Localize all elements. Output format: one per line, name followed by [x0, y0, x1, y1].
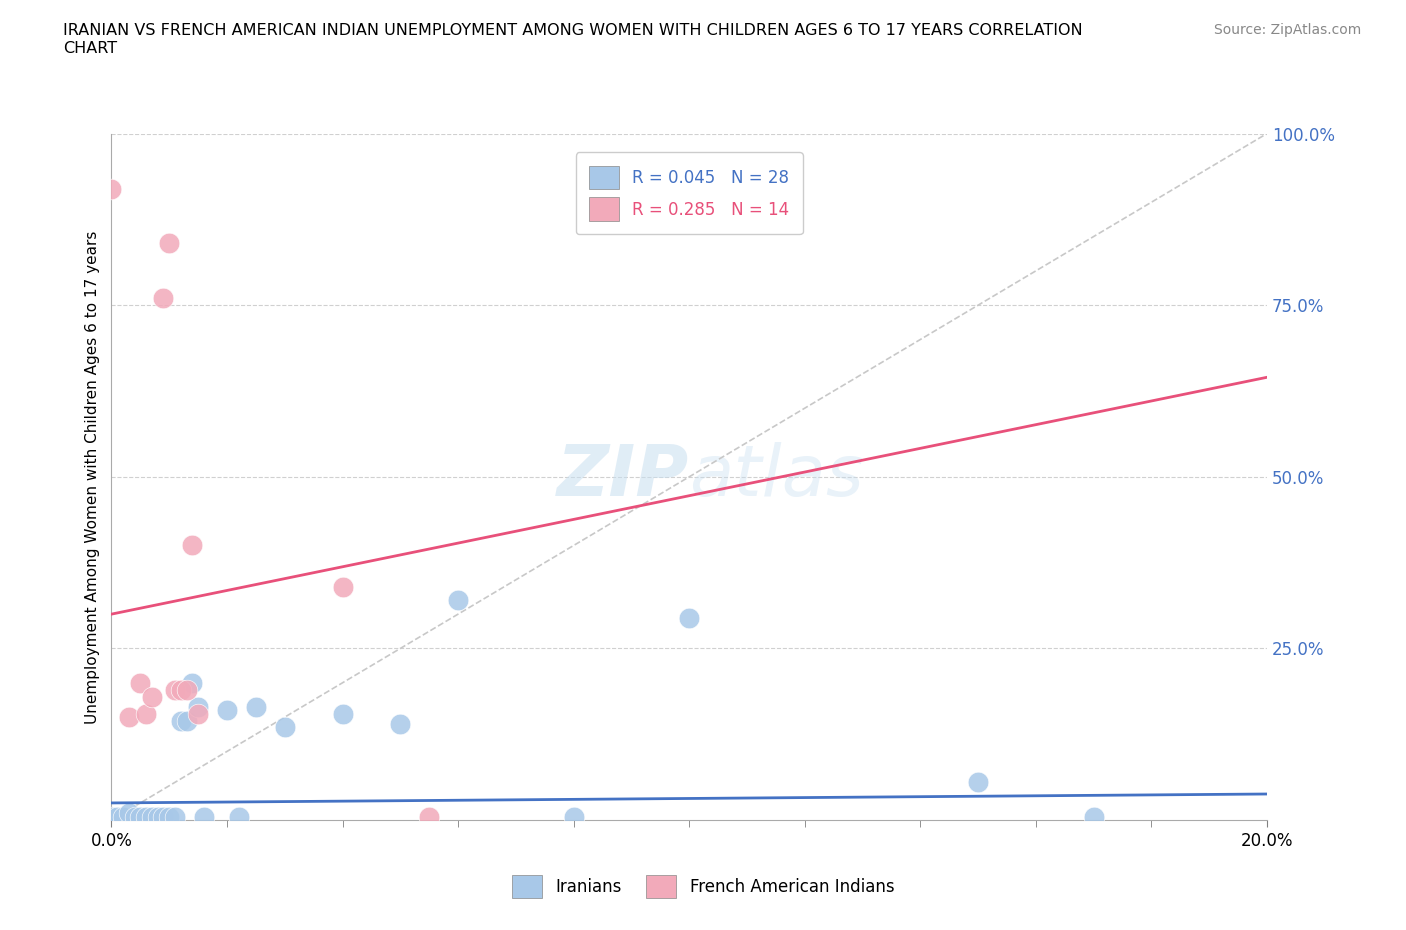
- Point: [562, 809, 585, 824]
- Point: [100, 809, 122, 824]
- Point: [1083, 809, 1105, 824]
- Point: [152, 291, 174, 306]
- Point: [129, 809, 152, 824]
- Legend: R = 0.045   N = 28, R = 0.285   N = 14: R = 0.045 N = 28, R = 0.285 N = 14: [575, 153, 803, 234]
- Text: atlas: atlas: [689, 443, 863, 512]
- Point: [157, 236, 180, 251]
- Point: [170, 683, 193, 698]
- Point: [967, 775, 990, 790]
- Point: [332, 579, 354, 594]
- Point: [418, 809, 440, 824]
- Point: [135, 706, 157, 721]
- Point: [100, 181, 122, 196]
- Point: [187, 706, 209, 721]
- Point: [187, 699, 209, 714]
- Point: [274, 720, 297, 735]
- Point: [193, 809, 215, 824]
- Point: [176, 713, 198, 728]
- Y-axis label: Unemployment Among Women with Children Ages 6 to 17 years: Unemployment Among Women with Children A…: [86, 230, 100, 724]
- Point: [181, 675, 204, 690]
- Point: [146, 809, 169, 824]
- Point: [129, 675, 152, 690]
- Point: [332, 706, 354, 721]
- Point: [157, 809, 180, 824]
- Point: [389, 716, 412, 731]
- Point: [163, 683, 186, 698]
- Point: [228, 809, 250, 824]
- Point: [152, 809, 174, 824]
- Point: [135, 809, 157, 824]
- Point: [111, 809, 134, 824]
- Point: [141, 809, 163, 824]
- Point: [245, 699, 267, 714]
- Point: [170, 713, 193, 728]
- Point: [181, 538, 204, 553]
- Point: [141, 689, 163, 704]
- Legend: Iranians, French American Indians: Iranians, French American Indians: [505, 868, 901, 905]
- Point: [105, 809, 128, 824]
- Point: [124, 809, 146, 824]
- Text: IRANIAN VS FRENCH AMERICAN INDIAN UNEMPLOYMENT AMONG WOMEN WITH CHILDREN AGES 6 : IRANIAN VS FRENCH AMERICAN INDIAN UNEMPL…: [63, 23, 1083, 56]
- Point: [678, 610, 700, 625]
- Text: ZIP: ZIP: [557, 443, 689, 512]
- Point: [215, 703, 238, 718]
- Point: [118, 710, 141, 724]
- Text: Source: ZipAtlas.com: Source: ZipAtlas.com: [1213, 23, 1361, 37]
- Point: [118, 805, 141, 820]
- Point: [163, 809, 186, 824]
- Point: [176, 683, 198, 698]
- Point: [447, 593, 470, 608]
